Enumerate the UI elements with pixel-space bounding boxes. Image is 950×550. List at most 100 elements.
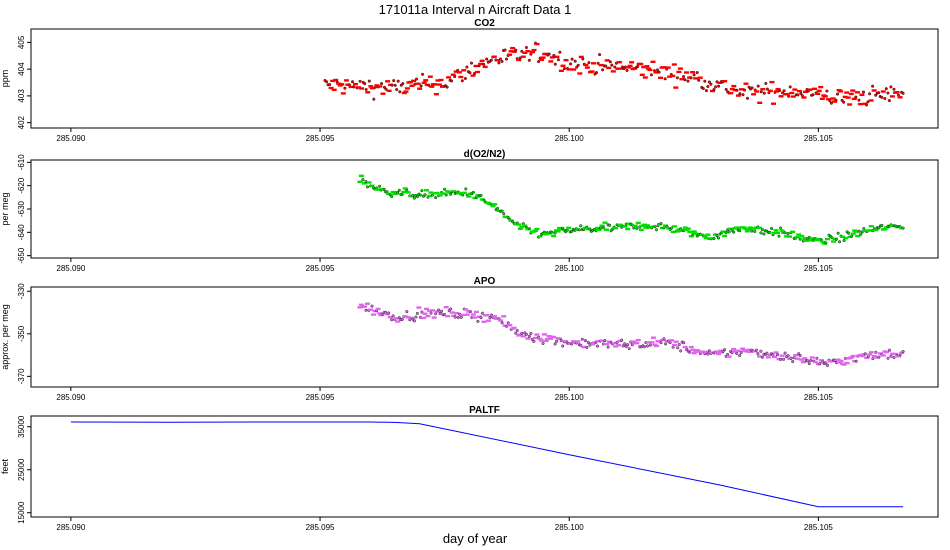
co2-point	[573, 59, 577, 63]
o2n2-point	[836, 231, 840, 235]
co2-point	[601, 68, 605, 72]
o2n2-point	[579, 224, 583, 228]
apo-point	[877, 355, 881, 359]
apo-point	[776, 353, 780, 357]
o2n2-point	[659, 222, 663, 226]
co2-point	[604, 64, 608, 68]
apo-point	[892, 356, 896, 360]
o2n2-title: d(O2/N2)	[464, 149, 506, 160]
co2-point	[398, 90, 402, 94]
o2n2-point	[835, 237, 839, 241]
co2-point	[657, 70, 661, 74]
co2-point	[865, 103, 869, 107]
co2-point	[811, 93, 815, 97]
co2-point	[608, 60, 612, 64]
co2-point	[762, 91, 766, 95]
o2n2-point	[777, 234, 781, 238]
co2-point	[892, 87, 896, 91]
co2-xtick-label: 285.100	[555, 134, 584, 143]
co2-point	[901, 91, 905, 95]
o2n2-point	[415, 194, 419, 198]
co2-point	[709, 82, 713, 86]
co2-point	[689, 76, 693, 80]
apo-point	[583, 339, 587, 343]
co2-point	[828, 99, 832, 103]
co2-point	[587, 61, 591, 65]
apo-point	[397, 316, 401, 320]
o2n2-point	[479, 193, 483, 197]
o2n2-point	[423, 193, 427, 197]
o2n2-point	[570, 229, 574, 233]
o2n2-point	[824, 241, 828, 245]
co2-point	[886, 91, 890, 95]
co2-point	[782, 89, 786, 93]
apo-point	[668, 341, 672, 345]
co2-point	[358, 79, 362, 83]
apo-point	[514, 331, 518, 335]
apo-point	[627, 347, 631, 351]
paltf-ylabel: feet	[0, 458, 10, 474]
apo-point	[807, 362, 811, 366]
apo-point	[524, 332, 528, 336]
co2-point	[663, 77, 667, 81]
apo-point	[779, 358, 783, 362]
figure-title: 171011a Interval n Aircraft Data 1	[379, 2, 572, 17]
co2-point	[575, 65, 579, 69]
o2n2-point	[443, 187, 447, 191]
apo-xtick-label: 285.105	[804, 393, 833, 402]
apo-point	[782, 357, 786, 361]
o2n2-point	[762, 232, 766, 236]
apo-point	[476, 319, 480, 323]
apo-point	[688, 350, 692, 354]
co2-point	[877, 91, 881, 95]
co2-point	[563, 66, 567, 70]
co2-point	[712, 87, 716, 91]
o2n2-panel: d(O2/N2) per meg 285.090 285.095 285.100 285.…	[0, 149, 939, 273]
co2-point	[743, 88, 747, 92]
apo-point	[677, 343, 681, 347]
o2n2-xtick-label: 285.100	[555, 264, 584, 273]
co2-point	[636, 64, 640, 68]
co2-point	[883, 96, 887, 100]
co2-point	[470, 61, 474, 65]
o2n2-point	[717, 236, 721, 240]
o2n2-point	[565, 228, 569, 232]
apo-point	[679, 349, 683, 353]
co2-point	[569, 62, 573, 66]
co2-point	[735, 88, 739, 92]
apo-point	[735, 351, 739, 355]
apo-point	[449, 307, 453, 311]
apo-ytick-label: -330	[17, 283, 26, 300]
apo-point	[642, 345, 646, 349]
co2-point	[692, 73, 696, 77]
apo-point	[623, 342, 627, 346]
o2n2-point	[753, 229, 757, 233]
o2n2-ylabel: per meg	[0, 192, 10, 225]
o2n2-point	[738, 229, 742, 233]
apo-point	[515, 329, 519, 333]
co2-xtick-label: 285.095	[306, 134, 335, 143]
co2-ytick-label: 404	[17, 62, 26, 76]
apo-point	[527, 334, 531, 338]
apo-point	[414, 315, 418, 319]
co2-point	[649, 73, 653, 77]
o2n2-xtick-label: 285.090	[56, 264, 85, 273]
o2n2-point	[712, 236, 716, 240]
co2-point	[497, 61, 501, 65]
o2n2-point	[385, 190, 389, 194]
co2-title: CO2	[474, 18, 495, 29]
co2-point	[595, 71, 599, 75]
co2-point	[703, 79, 707, 83]
o2n2-ytick-label: -620	[17, 177, 26, 194]
apo-xtick-label: 285.090	[56, 393, 85, 402]
co2-ytick-label: 402	[17, 115, 26, 129]
o2n2-point	[500, 209, 504, 213]
co2-point	[701, 86, 705, 90]
apo-point	[520, 331, 524, 335]
co2-point	[570, 57, 574, 61]
o2n2-ytick-label: -640	[17, 224, 26, 241]
o2n2-point	[434, 196, 438, 200]
co2-point	[796, 93, 800, 97]
co2-point	[421, 72, 425, 76]
apo-point	[754, 348, 758, 352]
